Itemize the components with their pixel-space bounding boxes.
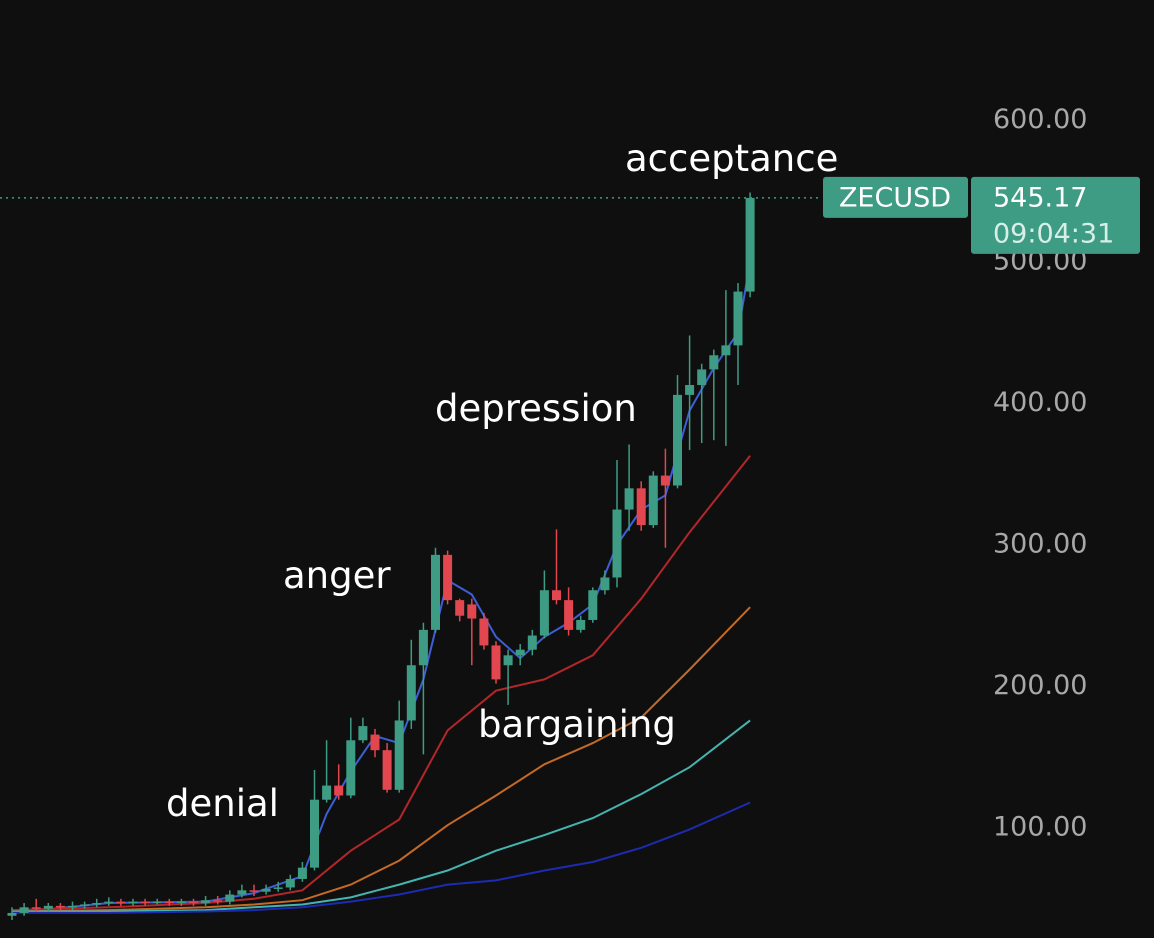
countdown-label: 09:04:31 — [993, 218, 1114, 249]
candle-body — [92, 903, 102, 905]
annotation: depression — [435, 387, 637, 430]
plot-area — [7, 192, 755, 921]
candle-body — [394, 720, 404, 790]
candle-body — [636, 488, 646, 526]
candle-body — [80, 904, 90, 906]
candle-body — [515, 649, 525, 656]
candle-body — [685, 384, 695, 395]
candle-body — [189, 901, 198, 904]
candle-body — [346, 740, 356, 796]
candle-body — [648, 475, 658, 526]
candle-body — [310, 799, 319, 868]
candle-body — [588, 590, 598, 620]
annotation: denial — [166, 782, 279, 825]
candle-body — [104, 901, 114, 904]
candle-body — [418, 629, 428, 666]
candle-body — [527, 635, 537, 650]
candle-body — [31, 907, 41, 909]
y-tick-label: 200.00 — [993, 670, 1087, 701]
candle-body — [733, 291, 743, 346]
candle-body — [443, 554, 453, 601]
candle-body — [213, 900, 223, 902]
candle-body — [455, 600, 465, 616]
candle-body — [552, 590, 561, 601]
candle-body — [479, 618, 489, 646]
y-tick-label: 100.00 — [993, 812, 1087, 843]
candle-body — [43, 905, 53, 909]
symbol-badge — [823, 176, 968, 218]
y-tick-label: 600.00 — [993, 104, 1087, 135]
candle-body — [745, 197, 755, 292]
annotation: anger — [283, 554, 391, 597]
candle-body — [539, 590, 549, 636]
moving-average-line — [11, 455, 751, 912]
candle-body — [128, 901, 138, 904]
candle-body — [261, 888, 271, 892]
candle-body — [673, 394, 682, 486]
candle-body — [225, 894, 235, 902]
candle-body — [709, 355, 719, 370]
last-price-label: 545.17 — [993, 182, 1087, 213]
candle-body — [576, 619, 586, 630]
moving-average-line — [11, 606, 751, 913]
candle-body — [660, 475, 670, 486]
candle-body — [273, 887, 283, 889]
candle-body — [431, 554, 440, 630]
candle-body — [19, 907, 29, 913]
candle-body — [285, 878, 295, 888]
candle-body — [612, 509, 622, 578]
candle-body — [721, 345, 731, 356]
candle-body — [503, 655, 513, 666]
candle-body — [334, 785, 344, 796]
candle-body — [7, 912, 17, 916]
candle-body — [600, 577, 610, 591]
candle-body — [406, 665, 416, 721]
candle-body — [697, 369, 707, 385]
candle-body — [116, 901, 126, 904]
y-tick-label: 300.00 — [993, 528, 1087, 559]
candle-body — [358, 726, 368, 741]
candle-body — [370, 734, 380, 751]
candle-body — [322, 785, 332, 800]
candle-body — [564, 600, 574, 630]
candle-body — [297, 867, 307, 879]
moving-average-line — [12, 801, 751, 914]
candle-body — [491, 645, 501, 680]
price-badge — [971, 176, 1140, 254]
candle-body — [140, 901, 150, 904]
candle-body — [68, 905, 77, 908]
candle-body — [176, 901, 186, 904]
candle-body — [201, 900, 211, 904]
y-tick-label: 400.00 — [993, 387, 1087, 418]
candle-body — [152, 901, 162, 904]
annotation: bargaining — [478, 703, 676, 746]
candle-body — [55, 905, 65, 908]
candle-body — [164, 901, 174, 904]
candle-body — [249, 890, 259, 892]
candle-body — [624, 488, 634, 510]
annotation: acceptance — [625, 137, 838, 180]
candle-body — [467, 604, 477, 619]
symbol-label: ZECUSD — [839, 182, 951, 213]
candle-body — [237, 890, 247, 895]
candle-body — [382, 750, 392, 790]
moving-average-line — [12, 719, 751, 913]
